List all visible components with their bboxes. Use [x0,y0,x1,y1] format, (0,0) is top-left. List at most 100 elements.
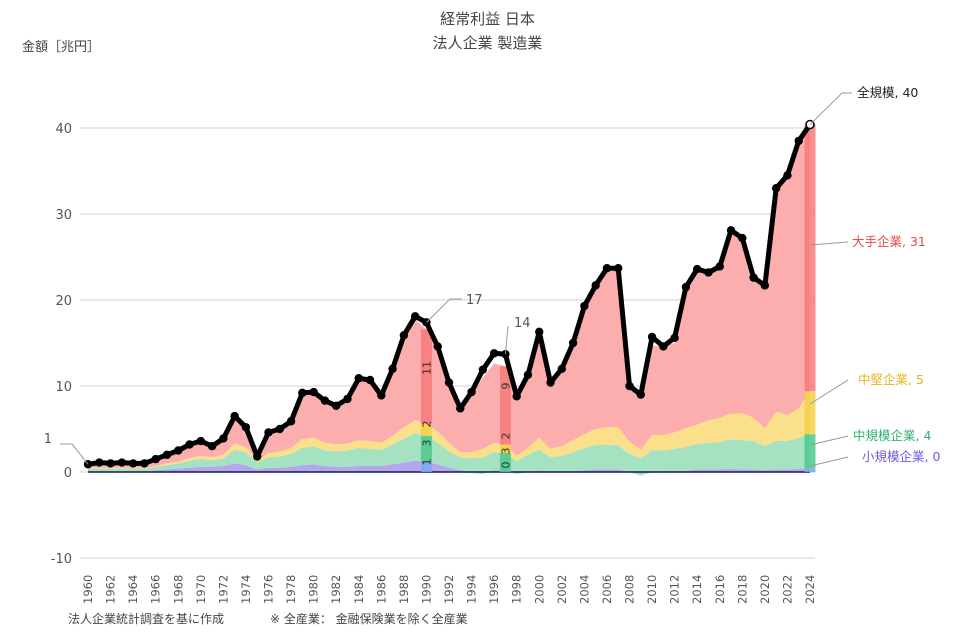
leader-line [504,325,509,355]
x-tick-label: 1972 [216,575,230,604]
total-point [320,396,330,405]
x-tick-label: 2008 [623,575,637,604]
total-point [185,440,194,449]
total-point [331,401,341,410]
x-tick-label: 2002 [555,575,569,604]
total-point [456,404,465,413]
midsize-1990-label: 2 [420,421,433,428]
total-point [433,342,442,351]
total-point [614,263,623,273]
x-tick-label: 1976 [262,575,276,604]
x-tick-label: 1970 [194,575,208,604]
x-tick-label: 1962 [104,575,118,604]
total-point [591,281,600,290]
total-point [489,349,499,358]
area-中堅企業 [88,391,810,469]
end-midsize-label: 中堅企業, 5 [858,372,924,387]
end-large-label: 大手企業, 31 [852,234,926,249]
x-tick-label: 1986 [374,575,388,604]
highlight-bar [499,444,511,454]
highlight-bar [804,391,816,435]
total-point [241,423,251,432]
end-total-label: 全規模, 40 [857,85,918,100]
highlight-bar [420,423,432,436]
x-tick-label: 2018 [735,575,749,604]
x-tick-label: 2020 [758,575,772,604]
total-point [162,450,172,459]
total-point [128,459,138,468]
leader-line [809,435,849,446]
y-tick-label: 20 [55,294,72,309]
total-point [219,434,228,443]
x-tick-label: 1996 [487,575,501,604]
highlight-bar [499,453,511,472]
highlight-bar [804,434,816,469]
total-point [343,394,352,404]
x-tick-label: 1988 [397,575,411,604]
total-point [95,458,104,467]
total-point [670,333,679,343]
total-point [207,442,217,451]
end-small-label: 小規模企業, 0 [862,449,940,464]
total-point [399,331,409,340]
total-point [309,387,318,397]
x-tick-label: 2004 [577,575,591,604]
small-1990-label: 1 [420,459,433,466]
total-point [275,424,284,434]
large-1997-label: 9 [499,383,512,390]
x-tick-label: 1992 [442,575,456,604]
start-value-label: 1 [44,432,52,447]
source-note: 法人企業統計調査を基に作成 [68,612,225,626]
area-中規模企業 [88,433,810,476]
total-1997-label: 14 [514,316,531,331]
total-point [523,370,533,380]
total-point [298,388,307,398]
medium-1997-label: 3 [499,448,512,455]
x-tick-label: 2016 [713,575,727,604]
highlight-bar [499,471,511,472]
total-point [196,436,206,446]
total-point [546,378,555,387]
chart-subtitle: 法人企業 製造業 [432,34,543,52]
y-tick-label: 30 [55,208,72,223]
x-tick-label: 2012 [668,575,682,604]
total-point [478,365,488,374]
total-point [726,226,736,235]
total-point [467,387,476,397]
total-point [659,342,668,351]
y-tick-label: 10 [55,380,72,395]
y-tick-label: 0 [64,466,72,481]
leader-line [60,443,89,465]
total-point [715,262,724,271]
highlight-bar [420,329,432,424]
x-tick-label: 1984 [352,575,366,604]
total-point [647,332,657,342]
highlight-bar [804,468,816,472]
total-point [354,374,363,383]
small-1997-label: 0 [499,462,512,469]
highlight-bar [420,435,432,462]
x-tick-label: 1974 [239,575,253,604]
total-point [568,338,578,348]
x-tick-label: 2022 [780,575,794,604]
leader-line [809,456,849,467]
total-point [264,428,273,437]
total-point [602,263,612,273]
total-point [117,458,127,467]
total-point [760,281,770,290]
x-tick-label: 1960 [81,575,95,604]
total-point [140,459,149,468]
x-tick-label: 1994 [465,575,479,604]
total-point [749,273,758,282]
leader-line [809,379,849,405]
total-point [230,411,239,421]
total-point [794,136,803,146]
large-1990-label: 11 [420,361,433,375]
area-大手企業 [88,124,810,468]
total-point [783,171,792,180]
x-tick-label: 1978 [284,575,298,604]
y-tick-label: 40 [55,122,72,137]
x-tick-label: 1980 [307,575,321,604]
total-point [681,282,691,292]
total-point [377,391,386,400]
